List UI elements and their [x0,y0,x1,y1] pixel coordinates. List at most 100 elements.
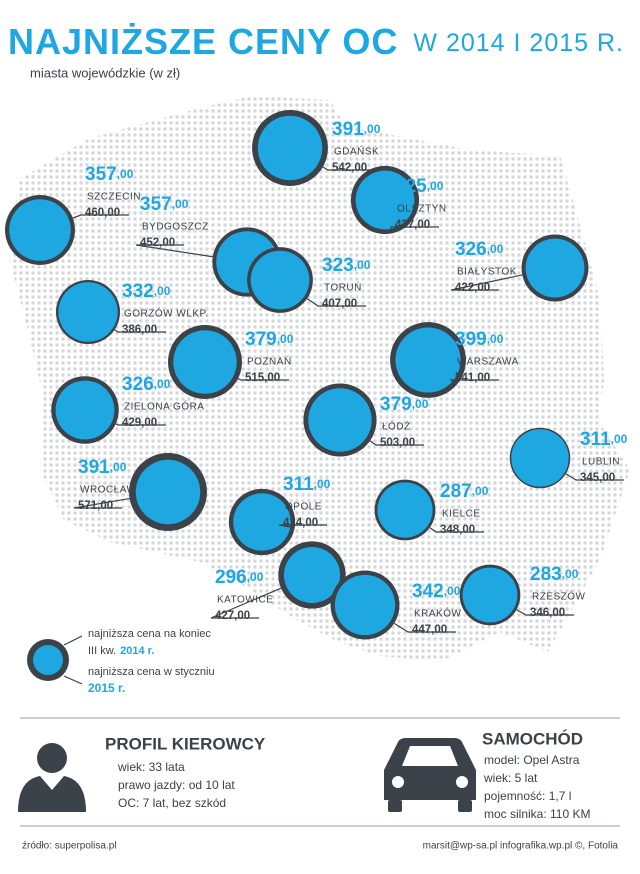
price-2014-label: 422,00 [455,282,490,294]
price-2015-label: 323,00 [322,255,371,276]
city-name: SZCZECIN [87,192,141,203]
city-name: OLSZTYN [397,204,447,215]
price-2015-label: 311,00 [580,429,628,450]
price-2014-label: 437,00 [395,219,430,231]
subtitle: miasta wojewódzkie (w zł) [30,65,180,80]
driver-line: OC: 7 lat, bez szkód [118,796,226,810]
price-2015-label: 391,00 [78,457,127,478]
city-name: KATOWICE [217,595,273,606]
price-2015-label: 357,00 [85,164,134,185]
leader-line [210,587,282,619]
leader-line [306,298,366,307]
price-2015-circle [334,574,396,636]
city-name: GORZÓW WLKP. [124,307,209,320]
circles [5,110,589,640]
city-name: ZIELONA GÓRA [124,400,204,413]
city-name: RZESZÓW [532,590,586,603]
price-2015-circle [525,238,585,298]
price-2015-label: 326,00 [122,374,171,395]
labels: 391,00 GDAŃSK 542,00 357,00 SZCZECIN 460,00 32… [72,119,628,636]
leader-line [390,226,439,234]
leader-line [449,379,499,386]
price-2015-label: 332,00 [122,281,171,302]
leader-line [565,473,624,481]
price-2015-circle [9,199,71,261]
price-2014-label: 345,00 [580,472,615,484]
leader-line [114,329,166,333]
car-line: pojemność: 1,7 l [484,789,571,803]
legend-text: najniższa cena na koniec [88,628,211,640]
leader-line [237,378,289,381]
legend-highlight: 2015 r. [88,681,125,695]
price-2014-label: 541,00 [455,372,490,384]
price-2015-circle [377,482,433,538]
price-2014-label: 407,00 [322,298,357,310]
price-2015-label: 391,00 [332,119,381,140]
price-2014-label: 414,00 [283,517,318,529]
legend-leader [63,635,83,646]
price-2015-circle [283,546,341,604]
city-name: BIAŁYSTOK [457,267,517,278]
price-2015-label: 326,00 [455,239,504,260]
price-2015-label: 283,00 [530,564,579,585]
credits: marsit@wp-sa.pl infografika.wp.pl ©, Fot… [423,841,619,852]
price-2014-label: 503,00 [380,437,415,449]
price-2014-label: 447,00 [412,624,447,636]
driver-icon [18,743,86,812]
car-icon [384,738,476,812]
legend: najniższa cena na koniec III kw. 2014 r. na… [27,628,215,695]
city-markers: 391,00 GDAŃSK 542,00 357,00 SZCZECIN 460,00 32… [5,110,628,640]
price-2015-circle [55,380,115,440]
price-2014-label: 460,00 [85,207,120,219]
price-2014-label: 386,00 [122,324,157,336]
city-name: KRAKÓW [414,607,462,620]
price-2015-label: 325,00 [395,176,444,197]
source: źródło: superpolisa.pl [22,841,117,852]
leader-line [72,214,129,219]
price-2015-label: 379,00 [245,329,294,350]
car-title: SAMOCHÓD [482,729,583,748]
city-name: GDAŃSK [334,145,379,158]
city-name: TORUŃ [324,281,362,294]
price-2015-circle [233,493,291,551]
price-2014-label: 346,00 [530,607,565,619]
car-line: model: Opel Astra [484,753,580,767]
city-name: ŁÓDŹ [382,420,411,433]
leader-line [73,497,130,509]
price-2014-label: 348,00 [440,524,475,536]
driver-line: wiek: 33 lata [117,760,185,774]
leader-line [369,440,424,446]
legend-text: najniższa cena w styczniu [88,666,215,678]
price-2014-label: 542,00 [332,162,367,174]
price-2015-circle [250,250,310,310]
price-2015-label: 296,00 [215,567,264,588]
leader-line [135,244,213,258]
price-2015-circle [462,567,518,623]
price-2015-label: 287,00 [440,481,489,502]
driver-title: PROFIL KIEROWCY [105,734,266,753]
city-name: WROCŁAW [80,485,137,496]
leader-line [516,609,574,616]
price-2015-label: 379,00 [380,394,429,415]
price-2015-label: 311,00 [283,474,331,495]
city-name: BYDGOSZCZ [142,222,209,233]
city-name: OPOLE [285,502,322,513]
price-2015-circle [257,115,323,181]
price-2015-circle [511,429,569,487]
leader-line [115,423,166,426]
legend-text: III kw. 2014 r. [88,645,154,657]
city-name: WARSZAWA [457,357,519,368]
legend-swatch-2015 [33,645,63,675]
legend-leader [63,675,83,685]
city-name: KIELCE [442,509,481,520]
price-2015-circle [173,330,237,394]
leader-line [278,524,327,529]
price-2015-label: 342,00 [412,581,461,602]
price-2015-circle [395,327,461,393]
price-2015-circle [135,459,201,525]
city-name: POZNAŃ [247,355,292,368]
driver-line: prawo jazdy: od 10 lat [118,778,235,792]
leader-line [450,274,523,291]
price-2015-circle [58,282,118,342]
